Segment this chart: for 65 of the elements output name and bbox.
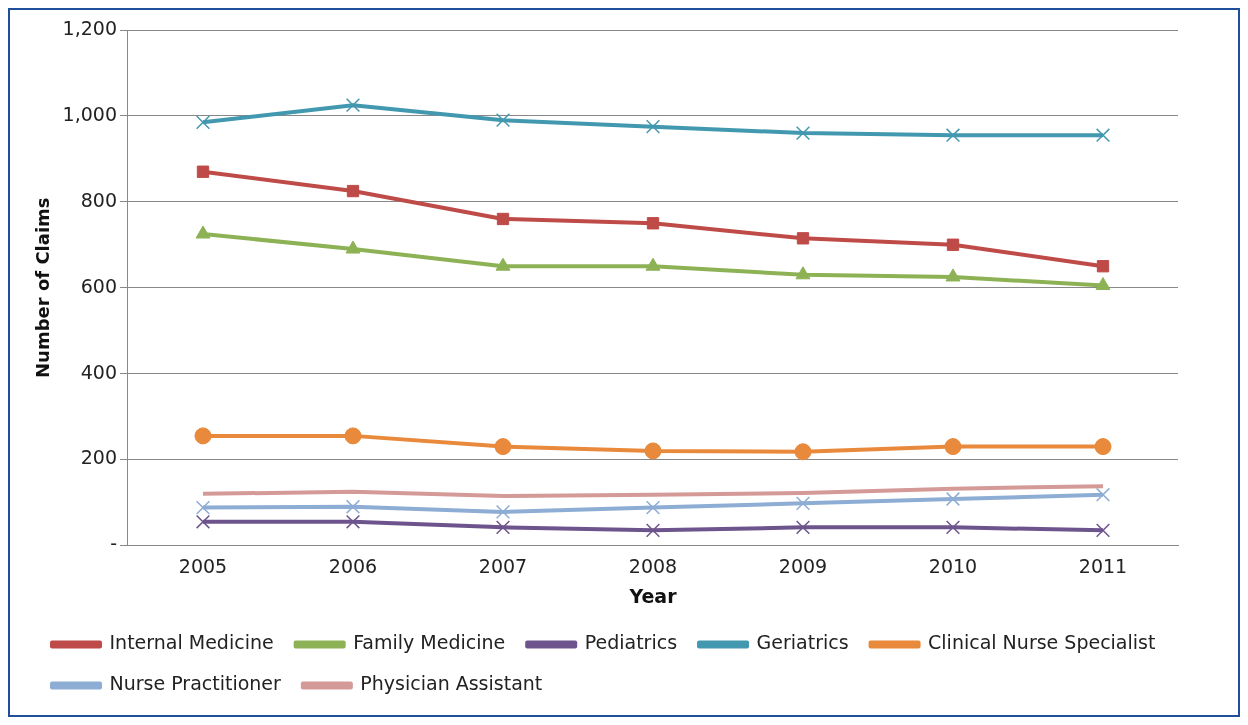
point: [496, 212, 510, 226]
point: [644, 442, 662, 460]
point: [494, 438, 512, 456]
point: [1096, 260, 1110, 273]
point: [946, 238, 960, 251]
x-tick-label: 2005: [178, 554, 228, 577]
point: [1095, 487, 1111, 502]
point: [495, 113, 511, 128]
point: [645, 500, 661, 515]
legend-label: Family Medicine: [353, 631, 506, 654]
point: [195, 225, 211, 239]
point: [646, 217, 660, 230]
point: [196, 165, 210, 178]
x-axis-title: Year: [628, 584, 678, 607]
legend-label: Nurse Practitioner: [109, 672, 282, 695]
point: [944, 438, 962, 456]
y-tick-label: 1,000: [62, 102, 117, 125]
point: [344, 427, 362, 445]
point: [794, 443, 812, 461]
x-tick-label: 2011: [1078, 554, 1128, 577]
point: [645, 257, 661, 271]
y-tick-label: -: [110, 532, 117, 555]
point: [345, 514, 361, 529]
point: [195, 500, 211, 515]
point: [345, 98, 361, 113]
y-tick-label: 800: [80, 188, 117, 211]
point: [1095, 128, 1111, 143]
point: [1095, 277, 1111, 291]
point: [645, 119, 661, 134]
x-tick-label: 2008: [628, 554, 678, 577]
y-tick-label: 1,200: [62, 16, 117, 39]
y-axis-title: Number of Claims: [32, 197, 54, 378]
x-tick-label: 2010: [928, 554, 978, 577]
point: [195, 115, 211, 130]
legend-label: Pediatrics: [584, 631, 678, 654]
point: [795, 496, 811, 511]
point: [945, 268, 961, 282]
point: [195, 514, 211, 529]
x-tick-label: 2009: [778, 554, 828, 577]
y-tick-label: 200: [80, 446, 117, 469]
point: [345, 499, 361, 514]
x-tick-label: 2006: [328, 554, 378, 577]
point: [945, 491, 961, 507]
y-tick-label: 400: [80, 360, 117, 383]
point: [1095, 523, 1111, 538]
y-tick-label: 600: [80, 274, 117, 297]
point: [795, 266, 811, 280]
legend-label: Geriatrics: [756, 631, 849, 654]
point: [795, 520, 811, 535]
point: [795, 125, 811, 141]
point: [346, 184, 360, 198]
point: [945, 128, 961, 143]
point: [796, 232, 810, 245]
point: [345, 240, 361, 254]
point: [945, 520, 961, 535]
x-tick-label: 2007: [478, 554, 528, 577]
point: [645, 523, 661, 538]
point: [1094, 438, 1112, 456]
legend-label: Internal Medicine: [109, 631, 274, 654]
legend-label: Physician Assistant: [360, 672, 543, 695]
legend-label: Clinical Nurse Specialist: [928, 631, 1156, 654]
point: [495, 257, 511, 271]
point: [495, 520, 511, 535]
point: [194, 427, 212, 445]
point: [495, 504, 511, 520]
